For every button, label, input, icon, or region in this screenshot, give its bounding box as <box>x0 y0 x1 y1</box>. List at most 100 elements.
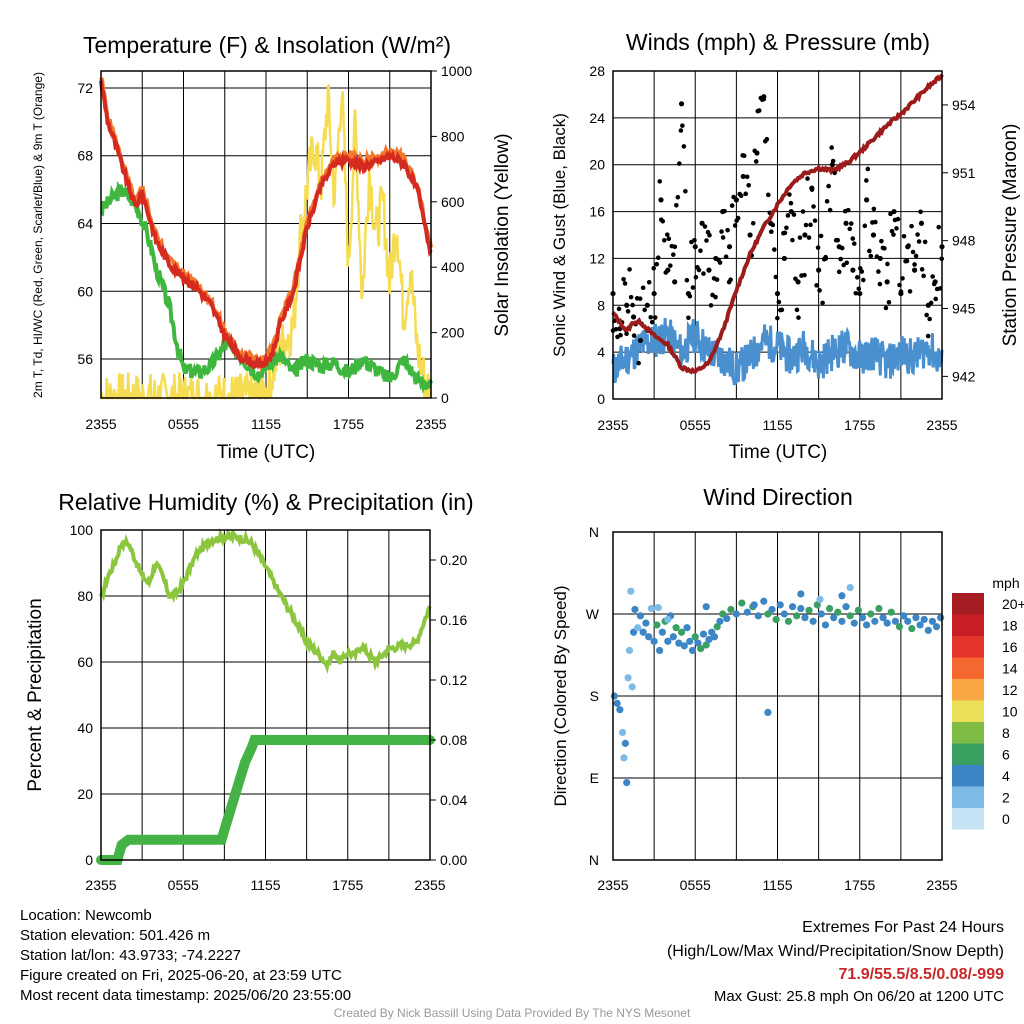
gust-point <box>775 315 780 321</box>
y-tick-label: 72 <box>77 80 93 96</box>
colorbar-label: 2 <box>1002 790 1010 806</box>
gust-point <box>671 252 676 257</box>
gust-point <box>625 309 631 314</box>
gust-point <box>787 192 792 197</box>
gust-point <box>747 232 753 238</box>
max-gust-text: Max Gust: 25.8 mph On 06/20 at 1200 UTC <box>713 988 1004 1005</box>
gust-point <box>904 258 910 264</box>
gust-point <box>927 316 932 322</box>
direction-point <box>760 597 768 605</box>
colorbar-swatch <box>952 743 984 765</box>
direction-grid <box>612 531 943 861</box>
gust-point <box>766 192 771 198</box>
direction-point <box>895 623 904 631</box>
gust-point <box>720 235 726 240</box>
y-tick-label: 24 <box>589 110 605 126</box>
gust-point <box>651 290 657 297</box>
direction-point <box>727 605 735 614</box>
gust-point <box>876 269 881 274</box>
direction-point <box>879 614 887 622</box>
gust-point <box>637 296 643 301</box>
gust-point <box>823 254 828 260</box>
direction-point <box>710 633 719 641</box>
gust-point <box>928 300 934 306</box>
direction-point <box>702 603 710 611</box>
gust-point <box>793 276 798 282</box>
gust-point <box>717 260 723 265</box>
gust-point <box>897 282 902 288</box>
direction-point <box>900 612 908 620</box>
gust-point <box>873 219 878 225</box>
direction-point <box>912 614 920 622</box>
colorbar-swatch <box>952 614 984 636</box>
gust-point <box>854 275 860 280</box>
gust-point <box>845 207 851 213</box>
y2-tick-label: 954 <box>952 97 976 113</box>
direction-point <box>891 617 899 625</box>
gust-point <box>654 261 660 267</box>
colorbar-label: 14 <box>1002 661 1018 677</box>
direction-point <box>904 617 912 625</box>
y-tick-label: 16 <box>589 204 605 220</box>
x-tick-label: 2355 <box>85 416 116 432</box>
colorbar-swatch <box>952 700 984 722</box>
direction-point <box>621 739 629 747</box>
gust-point <box>779 307 785 313</box>
direction-point <box>669 633 677 641</box>
gust-point <box>808 222 813 228</box>
gust-point <box>912 262 917 267</box>
direction-point <box>846 612 854 620</box>
y2-tick-label: 0.00 <box>440 852 467 868</box>
gust-point <box>809 187 815 192</box>
direction-point <box>916 621 924 629</box>
x-tick-label: 2355 <box>415 416 446 432</box>
gust-point <box>677 161 682 166</box>
direction-points <box>610 583 945 787</box>
gust-point <box>910 249 916 255</box>
direction-point <box>846 583 854 592</box>
gust-point <box>675 194 681 200</box>
gust-point <box>790 237 795 243</box>
gust-point <box>898 289 904 294</box>
colorbar-swatch <box>952 636 984 658</box>
elevation-text: Station elevation: 501.426 m <box>20 927 211 944</box>
gust-point <box>785 213 791 218</box>
direction-point <box>713 623 721 631</box>
gust-point <box>871 206 877 212</box>
gust-point <box>640 285 646 291</box>
colorbar-label: 12 <box>1002 682 1018 698</box>
direction-ticks: 2355 0555 1155 1755 2355 N E S W N <box>586 524 958 893</box>
pressure-y-label: Station Pressure (Maroon) <box>1000 124 1021 347</box>
gust-point <box>848 221 854 226</box>
gust-point <box>870 232 877 238</box>
gust-point <box>708 303 714 308</box>
y-tick-label: 60 <box>77 654 93 670</box>
gust-point <box>761 96 767 102</box>
direction-point <box>816 595 824 604</box>
x-tick-label: 1755 <box>333 416 364 432</box>
gust-point <box>692 237 697 243</box>
direction-point <box>694 639 702 647</box>
y-tick-label: 4 <box>597 344 605 360</box>
direction-point <box>937 614 945 622</box>
y-tick-label: 12 <box>589 250 605 266</box>
y2-tick-label: 1000 <box>441 63 472 79</box>
gust-point <box>861 277 866 283</box>
created-text: Figure created on Fri, 2025-06-20, at 23… <box>20 967 342 984</box>
wind-line <box>611 318 944 386</box>
direction-point <box>647 604 655 613</box>
gust-point <box>646 279 652 285</box>
temperature-x-label: Time (UTC) <box>217 442 316 463</box>
gust-point <box>668 263 673 268</box>
gust-point <box>824 199 830 204</box>
humidity-series <box>96 527 435 865</box>
gust-point <box>756 108 762 113</box>
direction-point <box>780 610 788 618</box>
gust-point <box>888 211 893 217</box>
gust-point <box>628 294 634 300</box>
direction-point <box>875 604 883 613</box>
direction-point <box>705 635 713 644</box>
y-tick-label: 68 <box>77 148 93 164</box>
gust-point <box>631 333 637 338</box>
gust-point <box>729 203 735 208</box>
